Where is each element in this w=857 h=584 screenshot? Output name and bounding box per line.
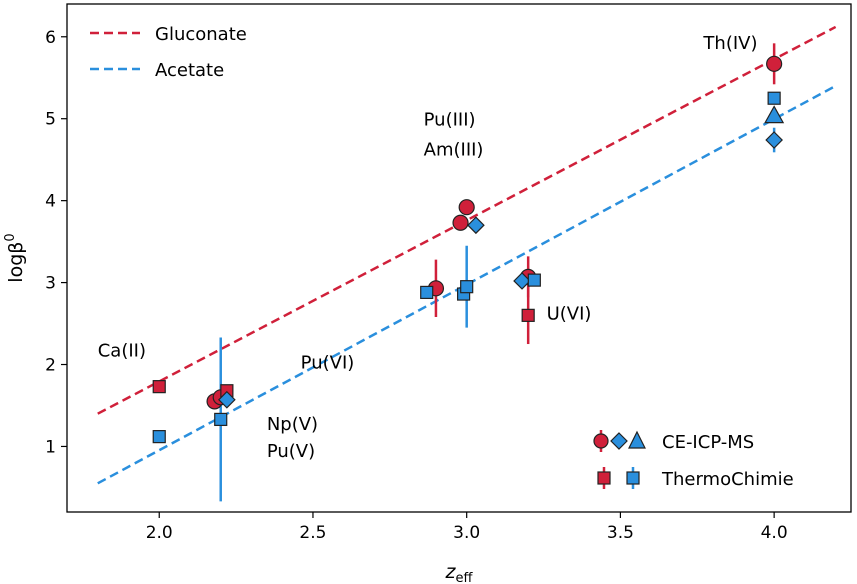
x-tick-label: 3.0 <box>453 523 480 543</box>
legend-ce-label: CE-ICP-MS <box>662 432 754 453</box>
legend-tc-red-square-icon <box>597 471 611 485</box>
fit-lines <box>97 25 837 485</box>
annotations: Th(IV) Pu(III) Am(III) U(VI) Pu(VI) Ca(II) Np(… <box>98 33 758 462</box>
annotation-label: U(VI) <box>547 303 592 324</box>
point-triangle <box>764 105 785 124</box>
x-tick-label: 3.5 <box>607 523 634 543</box>
y-tick-label: 2 <box>45 356 56 376</box>
legend-ligands: Gluconate Acetate <box>90 24 247 81</box>
annotation-label: Am(III) <box>424 140 484 161</box>
legend-tc-label: ThermoChimie <box>661 469 794 490</box>
point-circle <box>452 214 469 231</box>
point-square <box>214 412 228 427</box>
fit-line-gluconate <box>97 25 837 415</box>
point-square <box>527 273 541 287</box>
y-axis-label-sup: 0 <box>3 233 18 241</box>
legend-tc-blue-square-icon <box>626 471 640 485</box>
data-markers <box>152 55 785 444</box>
point-circle <box>766 55 783 72</box>
point-square <box>521 308 535 322</box>
y-tick-label: 3 <box>45 274 56 294</box>
annotation-label: Th(IV) <box>702 33 757 54</box>
plot-frame <box>66 3 852 513</box>
point-square <box>152 380 166 394</box>
x-tick-label: 4.0 <box>761 523 788 543</box>
point-diamond <box>218 390 236 409</box>
y-tick-label: 6 <box>45 28 56 48</box>
legend-ce-triangle-icon <box>628 430 646 449</box>
legend-ce-diamond-icon <box>610 432 628 450</box>
x-axis-ticks: 2.0 2.5 3.0 3.5 4.0 <box>146 512 788 543</box>
y-axis-label: logβ0 <box>3 233 27 282</box>
point-diamond <box>765 131 783 149</box>
x-axis-label-sub: eff <box>456 571 474 584</box>
x-axis-label-main: z <box>445 561 457 583</box>
point-square <box>420 285 434 300</box>
point-diamond <box>513 272 531 290</box>
point-circle <box>458 199 475 216</box>
legend-ce-circle-icon <box>593 433 609 449</box>
x-axis-label: zeff <box>445 561 474 584</box>
annotation-label: Pu(VI) <box>301 353 355 374</box>
x-tick-label: 2.5 <box>299 523 326 543</box>
annotation-label: Pu(V) <box>267 441 315 462</box>
point-square <box>460 280 474 294</box>
y-tick-label: 5 <box>45 110 56 130</box>
annotation-label: Np(V) <box>267 414 318 435</box>
point-square <box>152 430 166 444</box>
x-tick-label: 2.0 <box>146 523 173 543</box>
y-axis-ticks: 1 2 3 4 5 6 <box>45 28 67 457</box>
y-tick-label: 4 <box>45 192 56 212</box>
point-square <box>767 91 781 105</box>
annotation-label: Pu(III) <box>424 109 476 130</box>
legend-gluconate-label: Gluconate <box>155 24 247 45</box>
legend-sources: CE-ICP-MS ThermoChimie <box>593 430 794 490</box>
annotation-label: Ca(II) <box>98 340 146 361</box>
y-tick-label: 1 <box>45 437 56 457</box>
legend-acetate-label: Acetate <box>155 60 224 81</box>
point-diamond <box>467 216 485 235</box>
y-axis-label-main: logβ <box>5 242 27 283</box>
